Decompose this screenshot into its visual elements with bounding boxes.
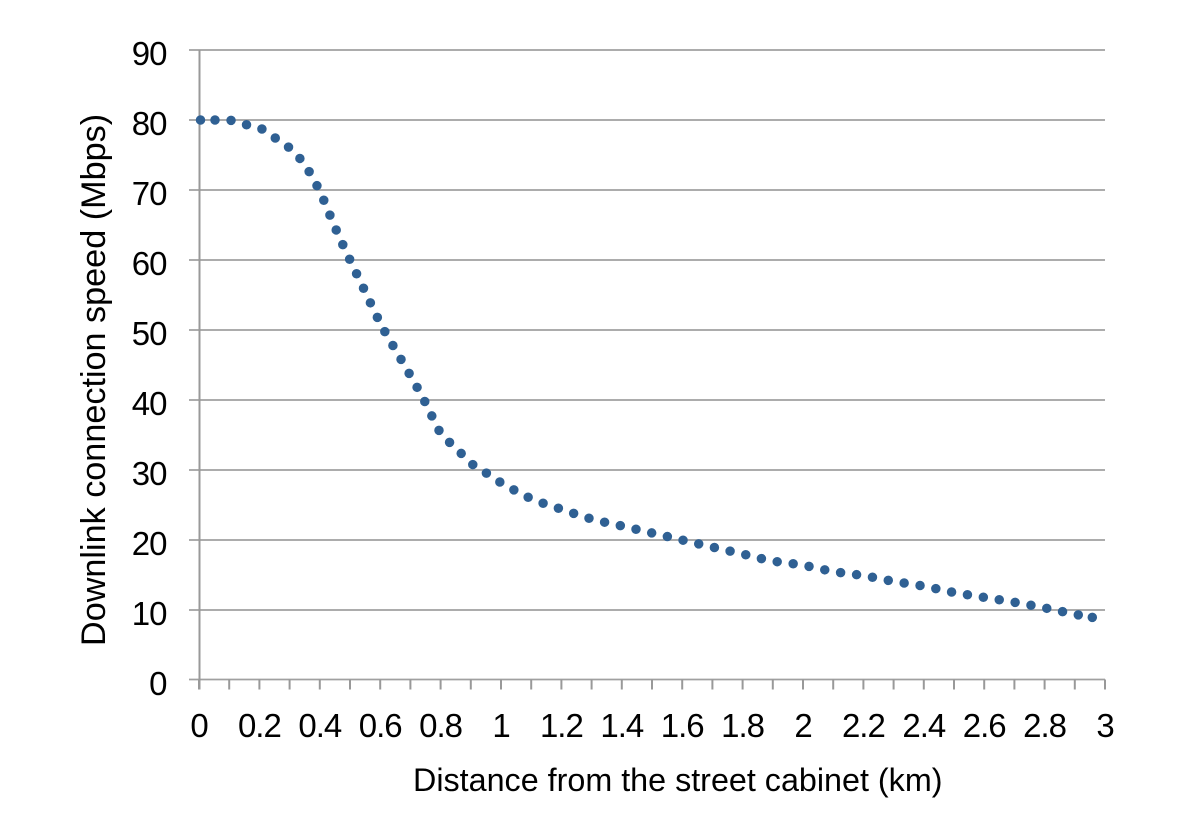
svg-text:1.8: 1.8 [721,707,764,744]
svg-text:0: 0 [190,707,208,744]
svg-text:80: 80 [132,105,167,142]
svg-text:30: 30 [132,455,167,492]
svg-text:3: 3 [1096,707,1113,744]
svg-text:1.2: 1.2 [540,707,583,744]
svg-text:0.8: 0.8 [419,707,462,744]
svg-text:40: 40 [132,385,167,422]
svg-text:2.8: 2.8 [1023,707,1066,744]
svg-text:0.2: 0.2 [238,707,281,744]
svg-text:60: 60 [132,245,167,282]
svg-text:1.4: 1.4 [600,707,644,744]
svg-text:20: 20 [132,525,167,562]
svg-text:1: 1 [492,707,509,744]
svg-text:Distance from the street cabin: Distance from the street cabinet (km) [413,762,943,798]
svg-text:0.6: 0.6 [359,707,402,744]
svg-text:1.6: 1.6 [661,707,704,744]
svg-text:90: 90 [132,35,167,72]
svg-text:0: 0 [149,665,167,702]
svg-text:2.6: 2.6 [963,707,1006,744]
svg-text:2: 2 [794,707,811,744]
svg-text:50: 50 [132,315,167,352]
svg-text:Downlink connection speed (Mbp: Downlink connection speed (Mbps) [75,114,113,646]
svg-text:0.4: 0.4 [298,707,342,744]
svg-text:10: 10 [132,595,167,632]
svg-text:2.2: 2.2 [842,707,885,744]
svg-text:2.4: 2.4 [902,707,946,744]
svg-text:70: 70 [132,175,167,212]
